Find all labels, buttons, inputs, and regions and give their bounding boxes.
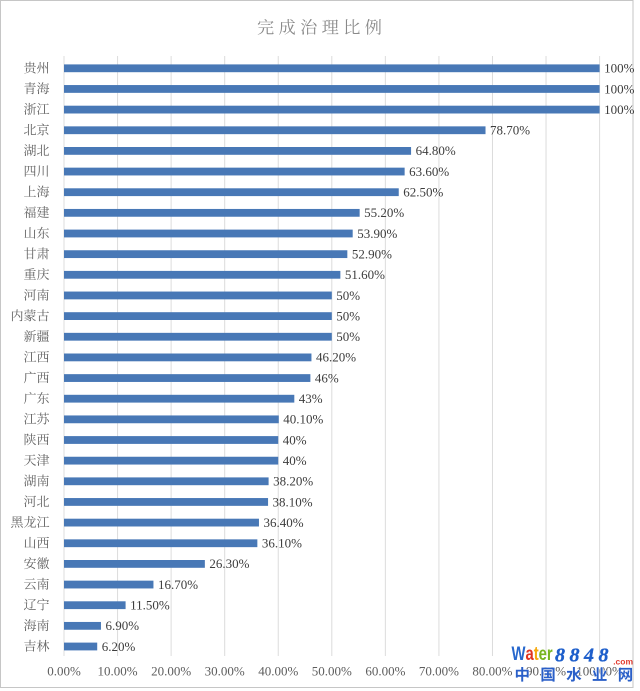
svg-text:20.00%: 20.00% [151, 663, 191, 678]
svg-text:38.20%: 38.20% [273, 474, 313, 489]
svg-text:38.10%: 38.10% [273, 494, 313, 509]
svg-text:50.00%: 50.00% [312, 663, 352, 678]
svg-text:6.20%: 6.20% [102, 639, 136, 654]
svg-text:40%: 40% [283, 432, 307, 447]
svg-text:.com: .com [613, 656, 633, 666]
svg-text:100%: 100% [604, 102, 635, 117]
svg-text:78.70%: 78.70% [490, 123, 530, 138]
svg-text:30.00%: 30.00% [205, 663, 245, 678]
svg-text:64.80%: 64.80% [416, 143, 456, 158]
svg-text:52.90%: 52.90% [352, 246, 392, 261]
svg-text:36.40%: 36.40% [263, 515, 303, 530]
svg-text:62.50%: 62.50% [403, 185, 443, 200]
svg-text:46%: 46% [315, 370, 339, 385]
svg-text:Water: Water [512, 643, 553, 664]
svg-text:40.10%: 40.10% [283, 412, 323, 427]
svg-text:55.20%: 55.20% [364, 205, 404, 220]
svg-text:16.70%: 16.70% [158, 577, 198, 592]
svg-text:36.10%: 36.10% [262, 536, 302, 551]
svg-text:50%: 50% [336, 308, 360, 323]
svg-text:70.00%: 70.00% [419, 663, 459, 678]
svg-text:40.00%: 40.00% [258, 663, 298, 678]
svg-text:80.00%: 80.00% [472, 663, 512, 678]
svg-text:10.00%: 10.00% [98, 663, 138, 678]
svg-text:43%: 43% [299, 391, 323, 406]
svg-text:40%: 40% [283, 453, 307, 468]
svg-text:8848: 8848 [555, 645, 613, 667]
svg-text:100.00%: 100.00% [576, 663, 623, 678]
svg-text:26.30%: 26.30% [209, 556, 249, 571]
svg-text:50%: 50% [336, 288, 360, 303]
svg-text:11.50%: 11.50% [130, 598, 170, 613]
svg-text:53.90%: 53.90% [357, 226, 397, 241]
svg-text:100%: 100% [604, 61, 635, 76]
svg-text:63.60%: 63.60% [409, 164, 449, 179]
svg-text:6.90%: 6.90% [105, 618, 139, 633]
svg-text:51.60%: 51.60% [345, 267, 385, 282]
svg-text:0.00%: 0.00% [47, 663, 81, 678]
svg-text:46.20%: 46.20% [316, 350, 356, 365]
svg-text:60.00%: 60.00% [365, 663, 405, 678]
svg-text:50%: 50% [336, 329, 360, 344]
svg-text:100%: 100% [604, 81, 635, 96]
